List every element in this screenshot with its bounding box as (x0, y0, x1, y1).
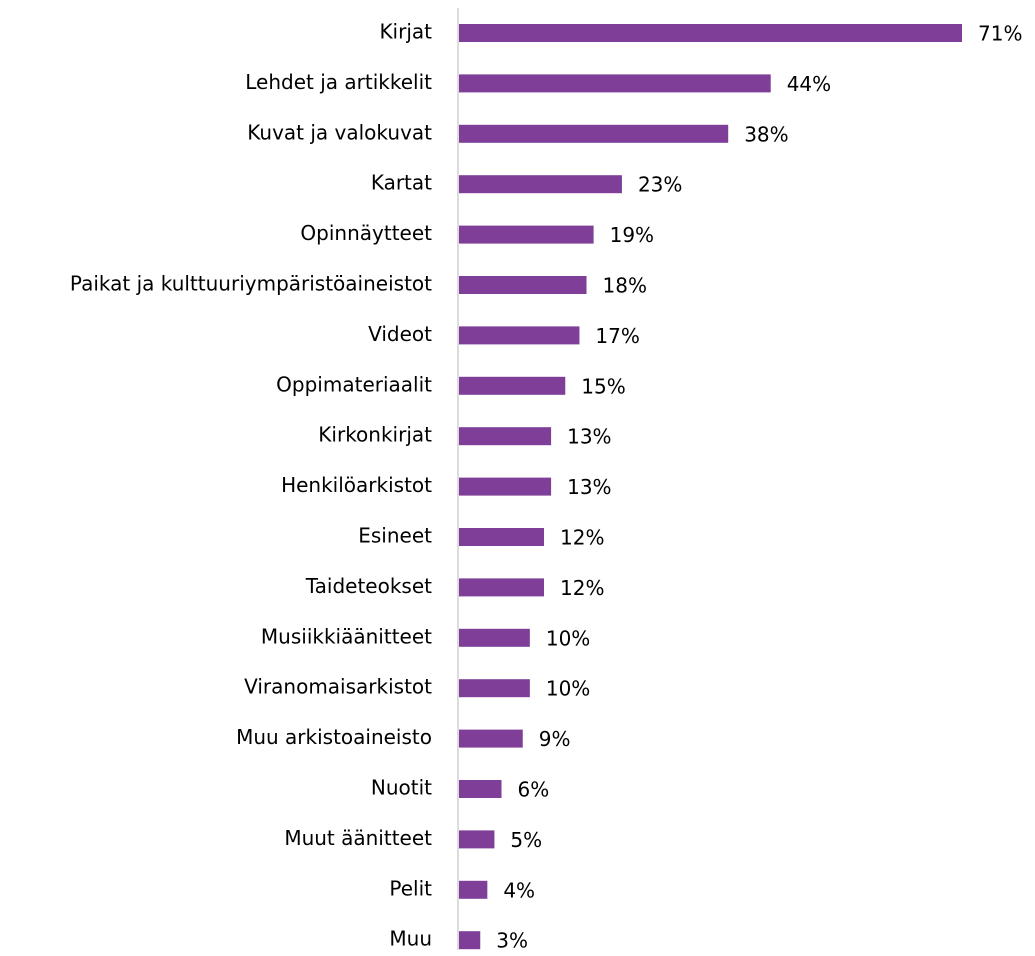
value-label: 38% (744, 122, 788, 146)
bar (459, 376, 566, 395)
bar (459, 74, 771, 93)
category-label: Kirjat (379, 20, 432, 44)
category-label: Esineet (358, 524, 432, 548)
category-label: Videot (368, 322, 432, 346)
value-label: 10% (546, 626, 590, 650)
value-label: 9% (539, 727, 571, 751)
bar (459, 427, 552, 446)
category-label: Kirkonkirjat (318, 423, 432, 447)
value-label: 71% (978, 22, 1022, 46)
category-label: Muu arkistoaineisto (236, 725, 432, 749)
category-label: Paikat ja kulttuuriympäristöaineistot (70, 272, 432, 296)
category-label: Nuotit (371, 776, 432, 800)
bar (459, 679, 530, 698)
bar (459, 830, 495, 849)
category-label: Opinnäytteet (300, 221, 432, 245)
value-label: 23% (638, 173, 682, 197)
category-label: Oppimateriaalit (276, 372, 432, 396)
category-label: Lehdet ja artikkelit (245, 70, 432, 94)
bar (459, 124, 729, 143)
value-label: 19% (610, 223, 654, 247)
bar (459, 528, 545, 546)
value-label: 15% (581, 374, 625, 398)
bar (459, 477, 552, 496)
value-label: 3% (496, 929, 528, 953)
category-label: Kuvat ja valokuvat (247, 120, 432, 144)
value-label: 44% (787, 72, 831, 96)
bar (459, 780, 502, 798)
value-label: 13% (567, 475, 611, 499)
category-label: Musiikkiäänitteet (261, 624, 432, 648)
category-label: Taideteokset (305, 574, 432, 598)
value-label: 17% (595, 324, 639, 348)
value-label: 4% (503, 878, 535, 902)
value-label: 10% (546, 677, 590, 701)
category-label: Muut äänitteet (284, 826, 432, 850)
bar (459, 24, 962, 42)
bar (459, 175, 622, 194)
value-label: 12% (560, 526, 604, 550)
category-label: Muu (389, 927, 432, 951)
category-label: Kartat (371, 171, 432, 195)
bar (459, 225, 594, 244)
value-label: 5% (510, 828, 542, 852)
bar (459, 326, 580, 345)
value-label: 12% (560, 576, 604, 600)
value-label: 18% (603, 274, 647, 298)
bar (459, 578, 545, 597)
bar (459, 880, 488, 899)
value-label: 6% (518, 778, 550, 802)
category-label: Pelit (389, 876, 432, 900)
value-label: 13% (567, 425, 611, 449)
bar (459, 628, 530, 647)
category-label: Henkilöarkistot (281, 473, 432, 497)
bar (459, 276, 587, 294)
bar (459, 729, 523, 748)
bar (459, 931, 481, 950)
category-label: Viranomaisarkistot (244, 675, 432, 699)
